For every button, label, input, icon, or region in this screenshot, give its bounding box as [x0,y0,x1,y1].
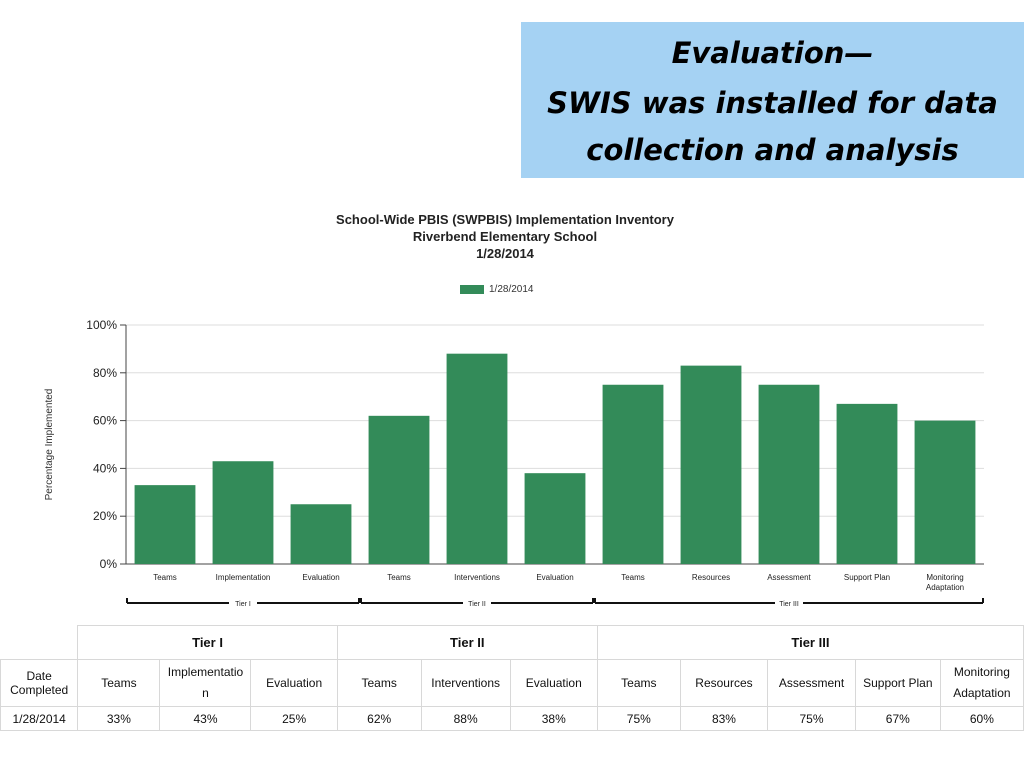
bar [368,415,430,564]
bar-chart: 0% 20% 40% 60% 80% 100% Percentage Implemented… [44,318,984,608]
tier-header: Tier I [77,625,338,660]
value-cell: 25% [250,706,338,731]
bar [524,473,586,564]
bar [602,384,664,564]
x-tick-label: Evaluation [536,573,573,582]
y-tick-label: 80% [93,366,117,380]
bar [290,504,352,564]
value-cell: 38% [509,706,598,731]
column-header: Resources [679,659,769,707]
group-label-bg [229,598,257,608]
value-cell: 67% [854,706,941,731]
y-tick-label: 100% [86,318,117,332]
slide-title-line: collection and analysis [586,133,959,167]
x-tick-label: Teams [621,573,645,582]
y-tick-label: 20% [93,509,117,523]
x-tick-label: Resources [692,573,730,582]
date-cell: 1/28/2014 [0,706,79,731]
chart-legend: 1/28/2014 [460,282,534,296]
bar [836,403,898,564]
x-tick-label: Implementation [216,573,271,582]
column-header: Evaluation [509,659,598,707]
column-header: Interventions [420,659,511,707]
group-label-bg [463,598,491,608]
group-label: Tier II [468,601,486,608]
date-column-header: Date Completed [0,659,79,707]
y-tick-label: 40% [93,461,117,475]
y-tick-label: 60% [93,414,117,428]
bar [680,365,742,564]
data-table: Tier I Tier II Tier III Date Completed Teams… [0,625,1024,731]
chart-subtitle: Riverbend Elementary School [412,229,598,244]
y-tick-label: 0% [100,557,118,571]
x-tick-label: Evaluation [302,573,339,582]
slide-title-line: Evaluation— [671,36,874,70]
column-header: Teams [77,659,161,707]
value-cell: 83% [679,706,769,731]
value-cell: 60% [939,706,1024,731]
x-tick-label: Interventions [454,573,500,582]
column-header: Support Plan [854,659,941,707]
column-header: Teams [596,659,681,707]
value-cell: 88% [420,706,511,731]
bar [134,485,196,564]
column-header: Monitoring Adaptation [939,659,1024,707]
x-tick-label: Monitoring [926,573,963,582]
table-corner-cell [0,625,79,660]
column-header: Teams [336,659,422,707]
value-cell: 75% [767,706,856,731]
column-header: Evaluation [250,659,338,707]
x-tick-label: Assessment [767,573,811,582]
value-cell: 33% [77,706,161,731]
value-cell: 75% [596,706,681,731]
chart-date: 1/28/2014 [476,246,534,261]
column-header: Assessment [767,659,856,707]
value-cell: 62% [336,706,422,731]
x-tick-label: Teams [387,573,411,582]
chart-title: School-Wide PBIS (SWPBIS) Implementation… [336,212,674,227]
bar [446,353,508,564]
x-tick-label: Adaptation [926,583,964,592]
bar [914,420,976,564]
bar [758,384,820,564]
legend-label: 1/28/2014 [489,283,534,295]
group-label-bg [775,598,803,608]
x-tick-label: Teams [153,573,177,582]
y-axis-label: Percentage Implemented [44,389,55,501]
group-label: Tier I [235,601,251,608]
value-cell: 43% [159,706,252,731]
bar [212,461,274,564]
x-tick-label: Support Plan [844,573,890,582]
slide-title-line: SWIS was installed for data [547,86,998,120]
tier-header: Tier II [336,625,598,660]
slide-title-box: Evaluation— SWIS was installed for data … [521,22,1024,178]
legend-swatch [460,284,484,294]
tier-header: Tier III [596,625,1024,660]
column-header: Implementatio n [159,659,252,707]
group-label: Tier III [779,601,799,608]
